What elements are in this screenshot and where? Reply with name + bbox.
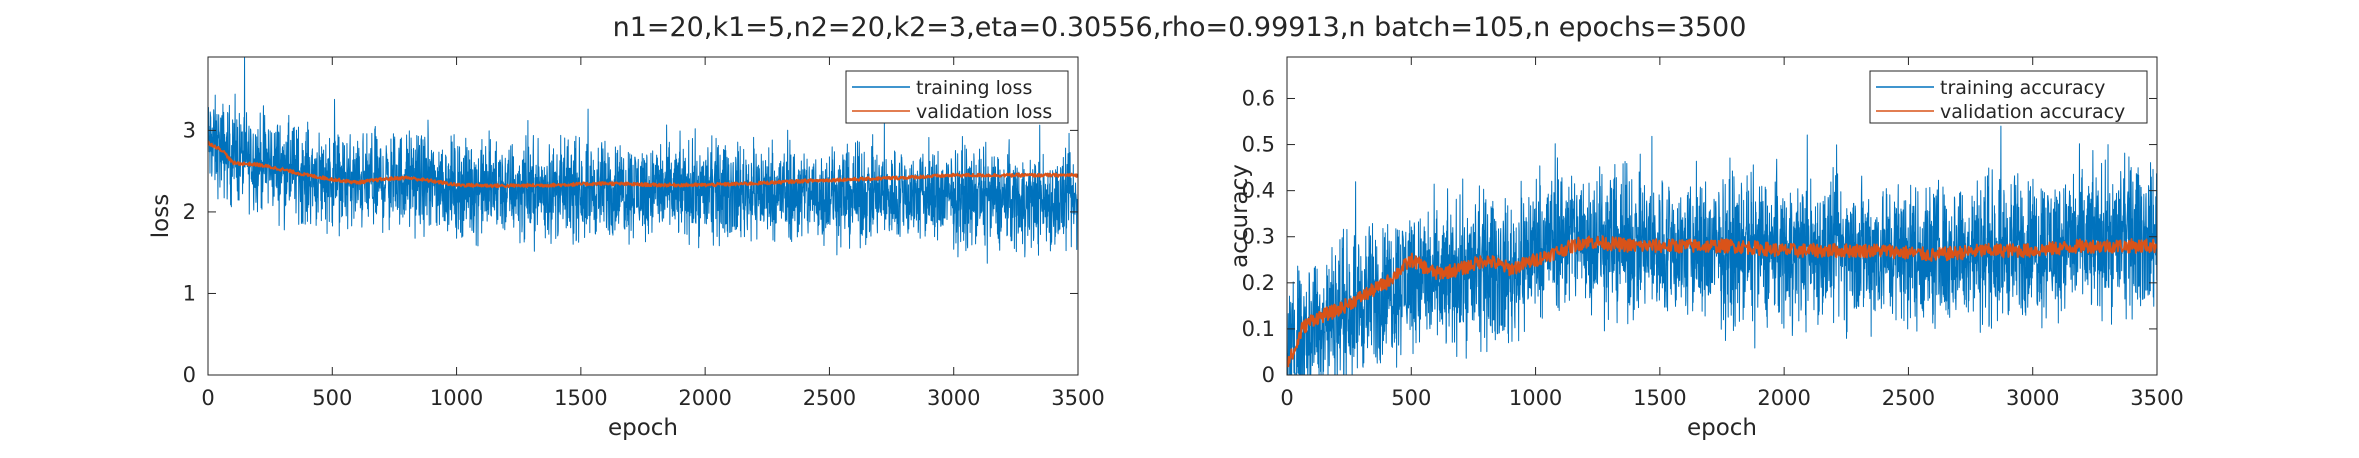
x-tick-label: 3000: [927, 386, 980, 410]
y-tick-label: 0: [1262, 363, 1275, 387]
x-tick-label: 500: [312, 386, 352, 410]
x-tick-label: 2000: [1757, 386, 1810, 410]
figure-title: n1=20,k1=5,n2=20,k2=3,eta=0.30556,rho=0.…: [612, 12, 1747, 43]
x-tick-label: 2500: [1882, 386, 1935, 410]
x-tick-label: 2500: [803, 386, 856, 410]
y-tick-label: 0.5: [1242, 133, 1275, 157]
x-tick-label: 0: [201, 386, 214, 410]
x-tick-label: 3500: [2130, 386, 2183, 410]
y-tick-label: 0.6: [1242, 86, 1275, 110]
y-axis-label: loss: [148, 194, 174, 238]
y-tick-label: 1: [183, 281, 196, 305]
x-tick-label: 1000: [1509, 386, 1562, 410]
axes-frame: [207, 56, 1079, 376]
legend-label: training loss: [916, 77, 1032, 99]
x-tick-label: 0: [1280, 386, 1293, 410]
x-tick-label: 1000: [430, 386, 483, 410]
training-loss-line: [208, 57, 1078, 264]
y-axis-label: accuracy: [1227, 164, 1253, 268]
y-tick-label: 0.1: [1242, 317, 1275, 341]
accuracy-axes: 0 500 1000 1500 2000 2500 3000 3500 0 0.1 0.2 0.3 0.…: [1227, 56, 2184, 441]
loss-axes: 0 500 1000 1500 2000 2500 3000 3500 0 1 2 3 epoch los…: [148, 56, 1105, 441]
validation-accuracy-line: [1287, 235, 2157, 368]
x-tick-label: 2000: [678, 386, 731, 410]
x-axis-label: epoch: [1687, 415, 1757, 441]
axes-frame: [1286, 56, 2158, 376]
legend-label: validation accuracy: [1940, 101, 2125, 123]
legend-label: training accuracy: [1940, 77, 2105, 99]
x-tick-label: 3500: [1051, 386, 1104, 410]
y-tick-label: 0.3: [1242, 225, 1275, 249]
x-tick-label: 1500: [554, 386, 607, 410]
x-tick-label: 1500: [1633, 386, 1686, 410]
legend-box: [845, 70, 1069, 124]
x-tick-label: 500: [1391, 386, 1431, 410]
legend-label: validation loss: [916, 101, 1052, 123]
validation-loss-line: [208, 140, 1078, 189]
y-tick-label: 2: [183, 200, 196, 224]
x-axis-label: epoch: [608, 415, 678, 441]
y-tick-label: 3: [183, 118, 196, 142]
y-tick-label: 0.4: [1242, 179, 1275, 203]
y-tick-label: 0.2: [1242, 271, 1275, 295]
x-tick-label: 3000: [2006, 386, 2059, 410]
legend-box: [1869, 70, 2148, 124]
series-group: [1287, 125, 2157, 375]
y-tick-label: 0: [183, 363, 196, 387]
series-group: [208, 57, 1078, 264]
